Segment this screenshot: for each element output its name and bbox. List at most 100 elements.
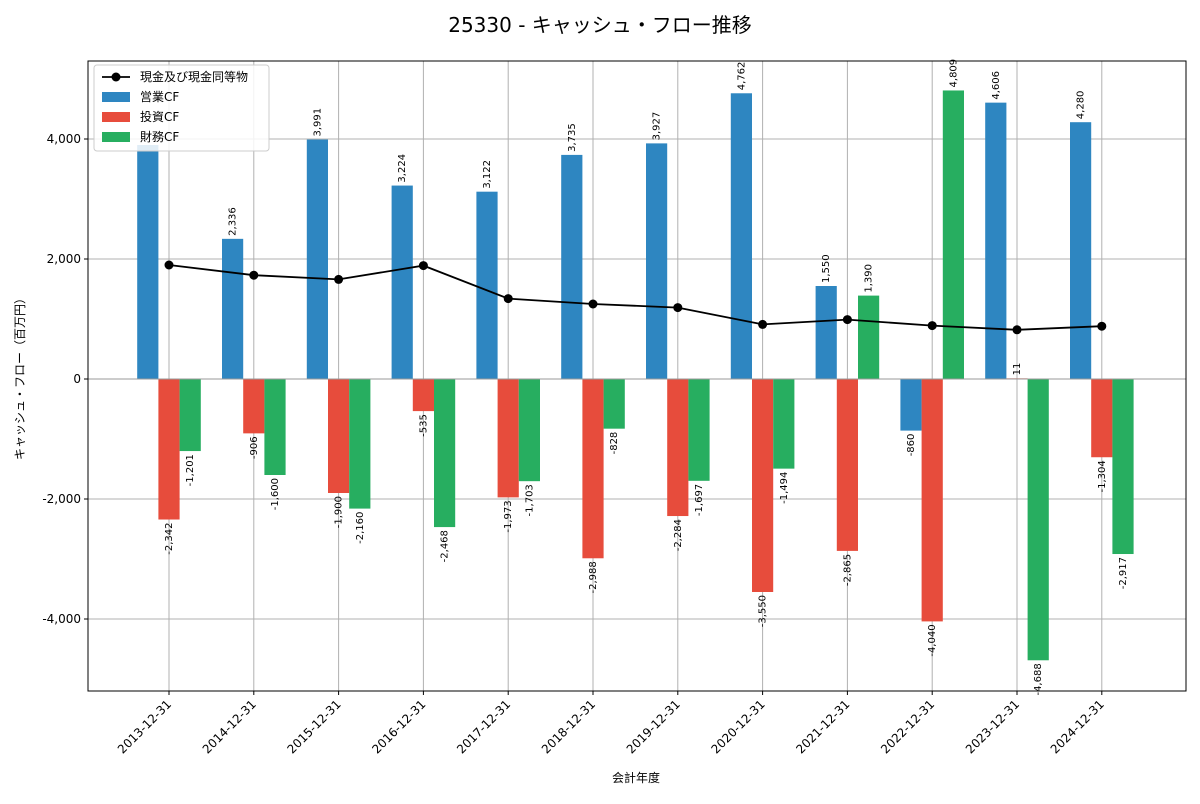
bar-営業CF — [137, 145, 159, 379]
x-tick-label: 2018-12-31 — [539, 697, 598, 756]
bar-value-label: 1,550 — [821, 254, 832, 283]
bar-財務CF — [264, 379, 286, 475]
x-tick-label: 2013-12-31 — [115, 697, 174, 756]
x-tick-label: 2022-12-31 — [878, 697, 937, 756]
bar-営業CF — [222, 238, 244, 379]
bar-value-label: 4,606 — [991, 71, 1002, 100]
bar-営業CF — [1070, 122, 1092, 379]
bar-value-label: -828 — [609, 432, 620, 455]
bar-財務CF — [858, 295, 880, 379]
x-tick-label: 2015-12-31 — [285, 697, 344, 756]
bar-投資CF — [497, 379, 519, 498]
bar-value-label: 4,280 — [1076, 91, 1087, 120]
cash-point — [927, 321, 937, 331]
bar-value-label: -2,160 — [355, 512, 366, 544]
bar-営業CF — [476, 191, 498, 379]
y-tick-label: 4,000 — [47, 132, 81, 146]
bar-value-label: -2,865 — [842, 554, 853, 586]
legend-label: 営業CF — [140, 90, 179, 104]
cash-point — [1012, 325, 1022, 335]
cash-point — [673, 303, 683, 313]
plot-area-frame — [87, 60, 1187, 692]
cash-point — [588, 299, 598, 309]
bar-投資CF — [412, 379, 434, 412]
bar-投資CF — [158, 379, 180, 520]
bar-value-label: -1,600 — [270, 478, 281, 510]
x-tick-label: 2024-12-31 — [1048, 697, 1107, 756]
y-tick-label: 0 — [73, 372, 81, 386]
bar-投資CF — [328, 379, 350, 493]
legend-label: 投資CF — [140, 109, 179, 124]
cash-point — [758, 319, 768, 329]
y-tick-layer: -4,000 -2,000 0 2,000 4,000 — [42, 132, 88, 626]
bar-value-label: -2,284 — [673, 519, 684, 551]
bar-layer — [88, 90, 1186, 661]
legend-box — [93, 64, 270, 152]
bar-value-label: 4,762 — [736, 62, 747, 91]
bar-value-label: -1,494 — [779, 472, 790, 504]
bar-value-label: -860 — [906, 434, 917, 457]
bar-営業CF — [730, 93, 752, 379]
bar-営業CF — [900, 379, 922, 431]
bar-財務CF — [1027, 379, 1049, 661]
legend-marker — [111, 72, 121, 82]
bar-営業CF — [646, 143, 668, 379]
bar-value-label: 11 — [1012, 363, 1023, 376]
x-tick-label: 2021-12-31 — [793, 697, 852, 756]
bar-営業CF — [306, 139, 328, 379]
bar-財務CF — [688, 379, 710, 481]
bar-投資CF — [667, 379, 689, 517]
bar-財務CF — [773, 379, 795, 469]
bar-value-label: 3,991 — [312, 108, 323, 137]
bar-value-label: -1,703 — [524, 484, 535, 516]
bar-財務CF — [518, 379, 540, 482]
bar-value-label: -2,468 — [440, 530, 451, 562]
bar-value-label: -2,342 — [164, 523, 175, 555]
legend-swatch — [102, 92, 130, 102]
line-layer — [164, 260, 1107, 335]
x-tick-label: 2014-12-31 — [200, 697, 259, 756]
cash-point — [1097, 321, 1107, 331]
bar-value-label: 4,809 — [948, 59, 959, 88]
x-tick-layer: 2013-12-31 2014-12-31 2015-12-31 2016-12-31… — [115, 691, 1107, 756]
bar-投資CF — [752, 379, 774, 592]
data-label-layer: 2,336 3,991 3,224 3,122 3,735 3,927 4,762 1,550… — [164, 59, 1129, 696]
bar-営業CF — [985, 102, 1007, 379]
bar-value-label: 2,336 — [228, 207, 239, 236]
x-tick-label: 2023-12-31 — [963, 697, 1022, 756]
cash-point — [334, 274, 344, 284]
bar-財務CF — [942, 90, 964, 380]
bar-value-label: -535 — [418, 414, 429, 437]
cash-point — [418, 261, 428, 271]
bar-営業CF — [391, 185, 413, 379]
bar-投資CF — [921, 379, 943, 622]
bar-value-label: 3,122 — [482, 160, 493, 189]
bar-投資CF — [1091, 379, 1113, 458]
bar-投資CF — [836, 379, 858, 551]
cash-line — [168, 264, 1102, 331]
legend-label: 現金及び現金同等物 — [140, 69, 248, 84]
x-axis-label: 会計年度 — [612, 770, 660, 785]
bar-value-label: 3,224 — [397, 154, 408, 183]
legend-label: 財務CF — [140, 129, 179, 144]
chart-title: 25330 - キャッシュ・フロー推移 — [448, 13, 752, 37]
cash-point — [842, 315, 852, 325]
x-tick-label: 2017-12-31 — [454, 697, 513, 756]
bar-value-label: -4,688 — [1033, 663, 1044, 695]
bar-財務CF — [603, 379, 625, 429]
x-tick-label: 2016-12-31 — [369, 697, 428, 756]
bar-財務CF — [1112, 379, 1134, 555]
x-tick-label: 2019-12-31 — [624, 697, 683, 756]
y-tick-label: -2,000 — [42, 492, 81, 506]
cash-point — [164, 260, 174, 270]
bar-value-label: -1,900 — [334, 496, 345, 528]
bar-財務CF — [434, 379, 456, 528]
bar-営業CF — [561, 154, 583, 379]
bar-value-label: -2,988 — [588, 561, 599, 593]
y-axis-label: キャッシュ・フロー（百万円） — [13, 292, 27, 460]
bar-財務CF — [179, 379, 201, 452]
bar-value-label: -2,917 — [1118, 557, 1129, 589]
bar-value-label: 3,735 — [567, 123, 578, 152]
cash-point — [503, 294, 513, 304]
